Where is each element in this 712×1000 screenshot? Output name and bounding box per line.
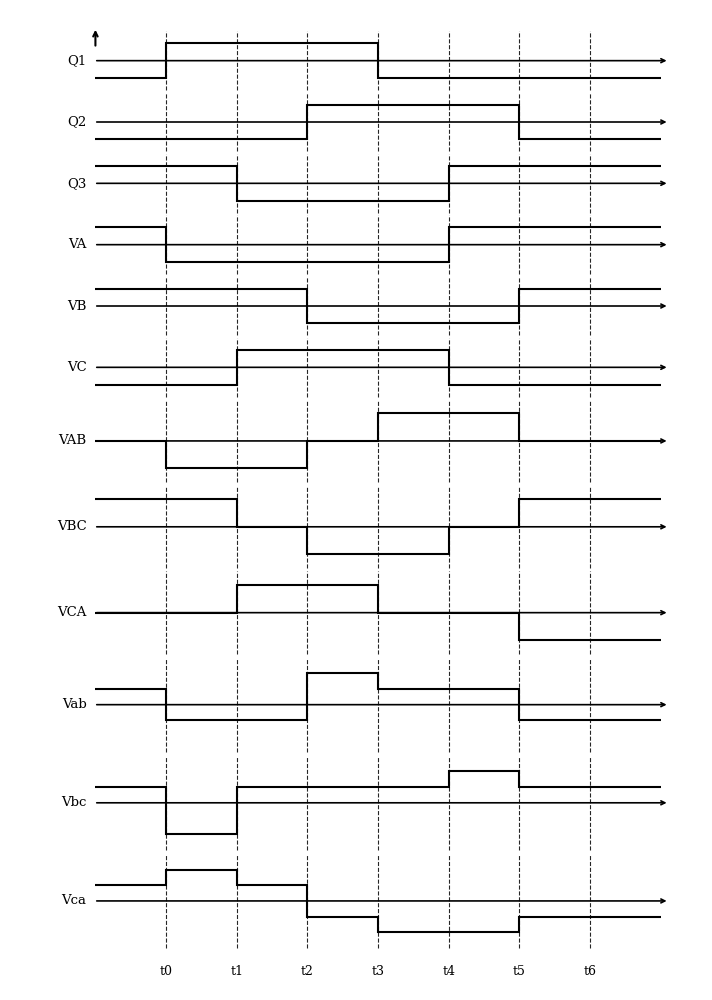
Text: Q1: Q1 [68, 54, 87, 67]
Text: Q3: Q3 [67, 177, 87, 190]
Text: Vca: Vca [62, 894, 87, 907]
Text: VC: VC [67, 361, 87, 374]
Text: VBC: VBC [57, 520, 87, 533]
Text: t4: t4 [442, 965, 455, 978]
Text: Vab: Vab [62, 698, 87, 711]
Text: t3: t3 [372, 965, 384, 978]
Text: t2: t2 [301, 965, 314, 978]
Text: Q2: Q2 [68, 115, 87, 128]
Text: t5: t5 [513, 965, 525, 978]
Text: Vbc: Vbc [61, 796, 87, 809]
Text: t0: t0 [159, 965, 172, 978]
Text: VAB: VAB [58, 434, 87, 447]
Text: t1: t1 [230, 965, 244, 978]
Text: VCA: VCA [57, 606, 87, 619]
Text: VA: VA [68, 238, 87, 251]
Text: t6: t6 [583, 965, 597, 978]
Text: VB: VB [67, 300, 87, 312]
